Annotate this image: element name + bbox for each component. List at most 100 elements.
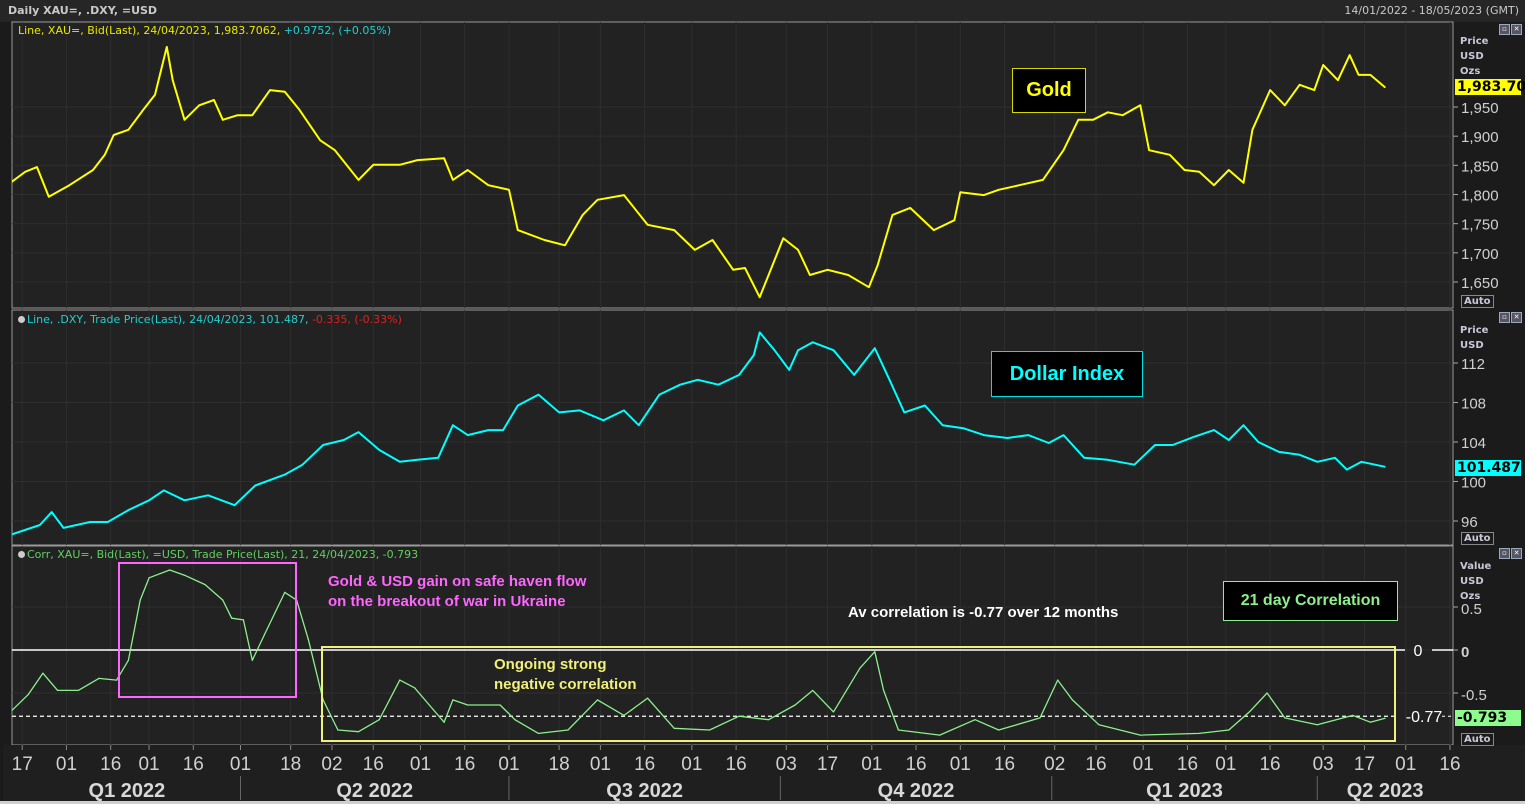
close-panel-icon[interactable]: ✕ — [1511, 548, 1522, 559]
corr-data-point — [897, 729, 899, 731]
corr-data-point — [116, 679, 118, 681]
dxy-data-point — [558, 411, 560, 413]
dxy-data-point — [343, 439, 345, 441]
gold-data-point — [1298, 84, 1301, 86]
dxy-data-point — [1298, 454, 1301, 456]
corr-data-point — [452, 699, 454, 701]
dxy-data-point — [638, 424, 640, 426]
dxy-plot-area[interactable] — [11, 309, 1454, 546]
unit-line: Ozs — [1460, 66, 1481, 77]
corr-data-point — [263, 634, 265, 636]
gold-data-point — [127, 129, 129, 131]
dxy-data-point — [1316, 461, 1318, 463]
corr-plot-area[interactable] — [11, 545, 1454, 746]
dxy-data-point — [1192, 436, 1194, 438]
gold-data-point — [826, 269, 829, 271]
maximize-panel-icon[interactable]: ▫ — [1499, 312, 1510, 323]
x-tick-label: 16 — [1177, 754, 1198, 775]
dxy-legend[interactable]: Line, .DXY, Trade Price(Last), 24/04/202… — [18, 313, 402, 326]
gold-last-value-badge: 1,983.70 — [1455, 79, 1525, 95]
dxy-data-point — [962, 427, 964, 429]
corr-data-point — [42, 672, 44, 674]
series-icon — [18, 316, 25, 323]
quarter-label: Q2 2023 — [1347, 780, 1424, 802]
gold-data-point — [334, 149, 336, 151]
horizontal-scrollbar[interactable] — [0, 801, 1525, 804]
corr-data-point — [708, 729, 711, 731]
close-panel-icon[interactable]: ✕ — [1511, 24, 1522, 35]
corr-data-point — [1369, 721, 1371, 723]
maximize-panel-icon[interactable]: ▫ — [1499, 24, 1510, 35]
gold-auto-scale-button[interactable]: Auto — [1461, 295, 1494, 308]
gold-annotation: Gold — [1012, 68, 1086, 113]
dxy-data-point — [903, 411, 905, 413]
gold-data-point — [24, 171, 26, 173]
gold-data-point — [647, 224, 649, 226]
corr-data-point — [307, 639, 309, 641]
gold-data-point — [767, 274, 770, 276]
x-tick-label: 03 — [776, 754, 797, 775]
gold-data-point — [198, 104, 200, 106]
dxy-auto-scale-button[interactable]: Auto — [1461, 532, 1494, 545]
gold-data-point — [1349, 54, 1351, 56]
dxy-data-point — [679, 384, 681, 386]
gold-y-tick-label: 1,800 — [1461, 188, 1499, 205]
left-edge — [0, 22, 3, 802]
gold-data-point — [582, 214, 584, 216]
note-line: on the breakout of war in Ukraine — [328, 593, 566, 610]
gold-data-point — [959, 191, 961, 193]
corr-data-point — [1384, 717, 1386, 719]
gold-legend[interactable]: Line, XAU=, Bid(Last), 24/04/2023, 1,983… — [18, 24, 391, 37]
chart-title: Daily XAU=, .DXY, =USD — [8, 4, 158, 17]
corr-data-point — [1228, 729, 1230, 731]
corr-unit-label: Value USD Ozs — [1460, 559, 1491, 604]
corr-data-point — [1266, 692, 1268, 694]
close-panel-icon[interactable]: ✕ — [1511, 312, 1522, 323]
gold-y-tick-label: 1,850 — [1461, 158, 1499, 175]
unit-line: USD — [1460, 340, 1484, 351]
gold-y-tick-label: 1,750 — [1461, 217, 1499, 234]
corr-data-point — [998, 729, 1000, 731]
corr-data-point — [378, 719, 380, 721]
dxy-data-point — [89, 521, 91, 523]
x-tick-label: 16 — [634, 754, 655, 775]
gold-data-point — [877, 264, 879, 266]
date-range[interactable]: 14/01/2022 - 18/05/2023 (GMT) — [1344, 4, 1519, 17]
dxy-data-point — [623, 409, 625, 411]
correlation-label-badge: 21 day Correlation — [1223, 581, 1398, 621]
dxy-data-point — [1133, 464, 1135, 466]
gold-data-point — [1139, 104, 1141, 106]
gold-data-point — [1018, 184, 1020, 186]
series-icon — [18, 551, 25, 558]
gold-data-point — [596, 199, 599, 201]
gold-data-point — [891, 214, 894, 216]
x-tick-label: 01 — [681, 754, 702, 775]
x-axis-area[interactable] — [0, 745, 1525, 804]
x-tick-label: 01 — [498, 754, 519, 775]
dxy-data-point — [416, 459, 419, 461]
dxy-data-point — [148, 499, 150, 501]
gold-data-point — [847, 274, 849, 276]
dxy-data-point — [942, 424, 944, 426]
dxy-line — [12, 331, 1386, 536]
x-tick-label: 01 — [56, 754, 77, 775]
x-tick-label: 16 — [1439, 754, 1460, 775]
x-tick-label: 01 — [1133, 754, 1154, 775]
gold-data-point — [222, 119, 224, 121]
dxy-data-point — [378, 449, 380, 451]
x-tick-label: 16 — [1259, 754, 1280, 775]
corr-legend[interactable]: Corr, XAU=, Bid(Last), =USD, Trade Price… — [18, 548, 418, 561]
gold-legend-change: +0.9752, (+0.05%) — [283, 24, 392, 37]
gold-data-point — [1251, 129, 1253, 131]
dxy-data-point — [1384, 466, 1386, 468]
x-tick-label: 01 — [138, 754, 159, 775]
gold-data-point — [48, 196, 50, 198]
gold-data-point — [68, 184, 70, 186]
corr-auto-scale-button[interactable]: Auto — [1461, 733, 1494, 746]
unit-line: USD — [1460, 576, 1484, 587]
maximize-panel-icon[interactable]: ▫ — [1499, 548, 1510, 559]
gold-data-point — [251, 114, 253, 116]
x-tick-label: 01 — [410, 754, 431, 775]
dxy-data-point — [1278, 451, 1280, 453]
gold-data-point — [269, 89, 271, 91]
